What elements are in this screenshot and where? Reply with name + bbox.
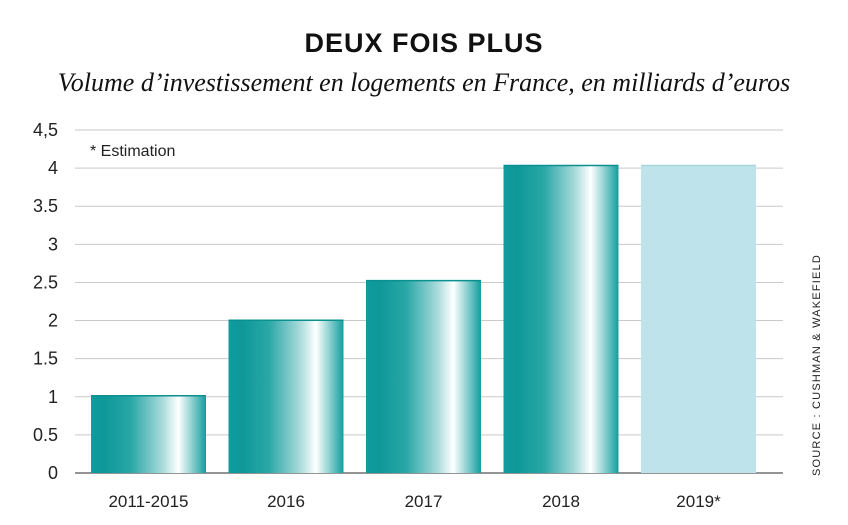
y-tick-label: 1.5 [33,349,58,369]
x-category-label: 2019* [676,492,721,511]
bar [366,280,481,473]
x-category-label: 2011-2015 [108,492,188,511]
bar [641,165,756,473]
bars [91,164,756,473]
bar [503,165,619,473]
bar [91,395,206,473]
y-tick-label: 0.5 [33,425,58,445]
bar [228,319,344,473]
estimation-note: * Estimation [90,143,175,160]
source-credit: SOURCE : CUSHMAN & WAKEFIELD [811,254,823,476]
chart-title: DEUX FOIS PLUS [304,28,544,58]
x-category-label: 2017 [405,492,443,511]
y-tick-label: 3 [48,234,58,254]
x-category-label: 2016 [267,492,305,511]
y-tick-label: 0 [48,463,58,483]
y-tick-label: 4,5 [33,120,58,140]
y-tick-label: 2 [48,311,58,331]
chart-subtitle: Volume d’investissement en logements en … [57,68,791,97]
y-tick-label: 3.5 [33,196,58,216]
y-axis-ticks: 0 0.5 1 1.5 2 2.5 3 3.5 4 4,5 [33,120,58,483]
y-tick-label: 1 [48,387,58,407]
y-tick-label: 4 [48,158,58,178]
x-axis-labels: 2011-2015 2016 2017 2018 2019* [108,492,721,511]
x-category-label: 2018 [542,492,580,511]
y-tick-label: 2.5 [33,272,58,292]
